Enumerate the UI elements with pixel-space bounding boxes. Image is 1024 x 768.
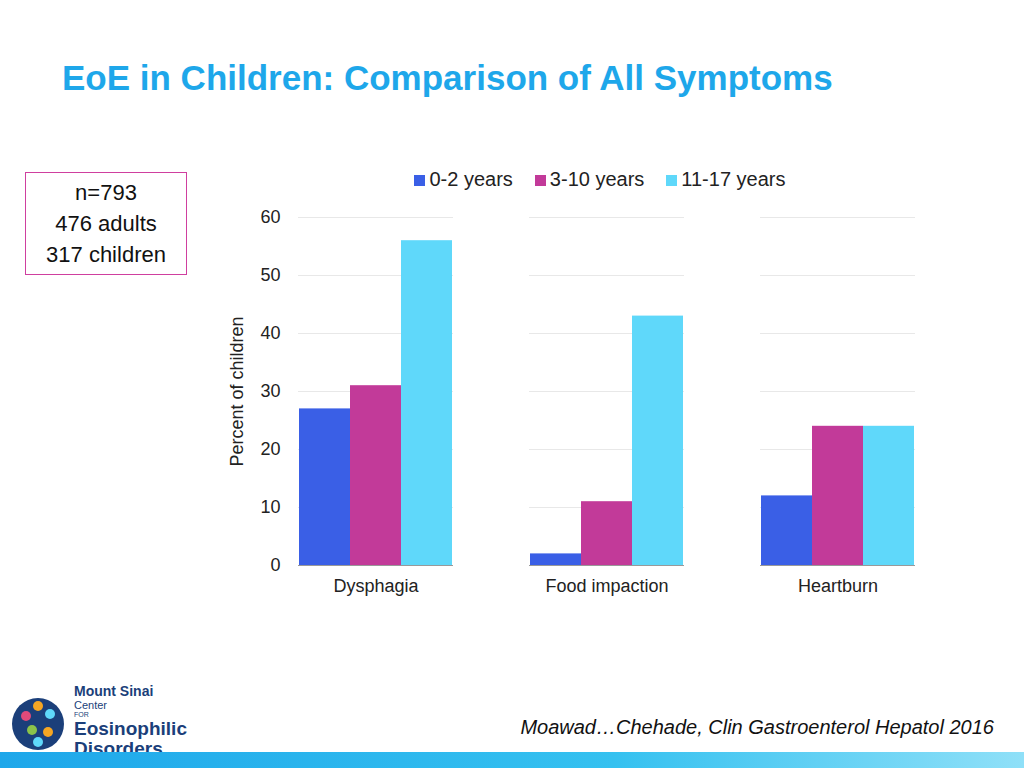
html-text:Center: Center <box>74 699 107 711</box>
html-text:11-17 years: 11-17 years <box>681 168 786 190</box>
html-text:EoE in Children: Comparison of: EoE in Children: Comparison of All Sympt… <box>62 58 833 97</box>
svg-text:Food impaction: Food impaction <box>545 576 668 596</box>
svg-text:0: 0 <box>270 555 280 575</box>
svg-text:10: 10 <box>260 497 280 517</box>
html-text:476 adults: 476 adults <box>55 211 157 236</box>
html-text:Mount Sinai: Mount Sinai <box>74 683 154 699</box>
svg-text:Percent of children: Percent of children <box>227 316 247 466</box>
svg-text:50: 50 <box>260 265 280 285</box>
svg-text:40: 40 <box>260 323 280 343</box>
html-text:317 children: 317 children <box>46 242 166 267</box>
html-text:Disorders: Disorders <box>74 738 163 759</box>
html-text:Eosinophilic: Eosinophilic <box>74 718 187 739</box>
html-text:0-2 years: 0-2 years <box>429 168 513 190</box>
html-text:Moawad…Chehade, Clin Gastroent: Moawad…Chehade, Clin Gastroenterol Hepat… <box>520 716 994 738</box>
html-text:n=793: n=793 <box>75 180 137 205</box>
html-text:FOR: FOR <box>74 711 89 718</box>
svg-text:30: 30 <box>260 381 280 401</box>
svg-text:Heartburn: Heartburn <box>798 576 878 596</box>
svg-text:Dysphagia: Dysphagia <box>333 576 419 596</box>
svg-text:60: 60 <box>260 207 280 227</box>
svg-text:20: 20 <box>260 439 280 459</box>
html-text:3-10 years: 3-10 years <box>549 168 645 190</box>
